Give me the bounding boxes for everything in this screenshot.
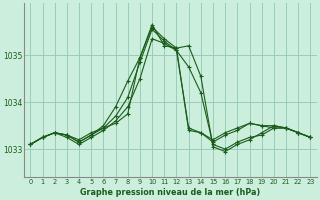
X-axis label: Graphe pression niveau de la mer (hPa): Graphe pression niveau de la mer (hPa) <box>80 188 260 197</box>
